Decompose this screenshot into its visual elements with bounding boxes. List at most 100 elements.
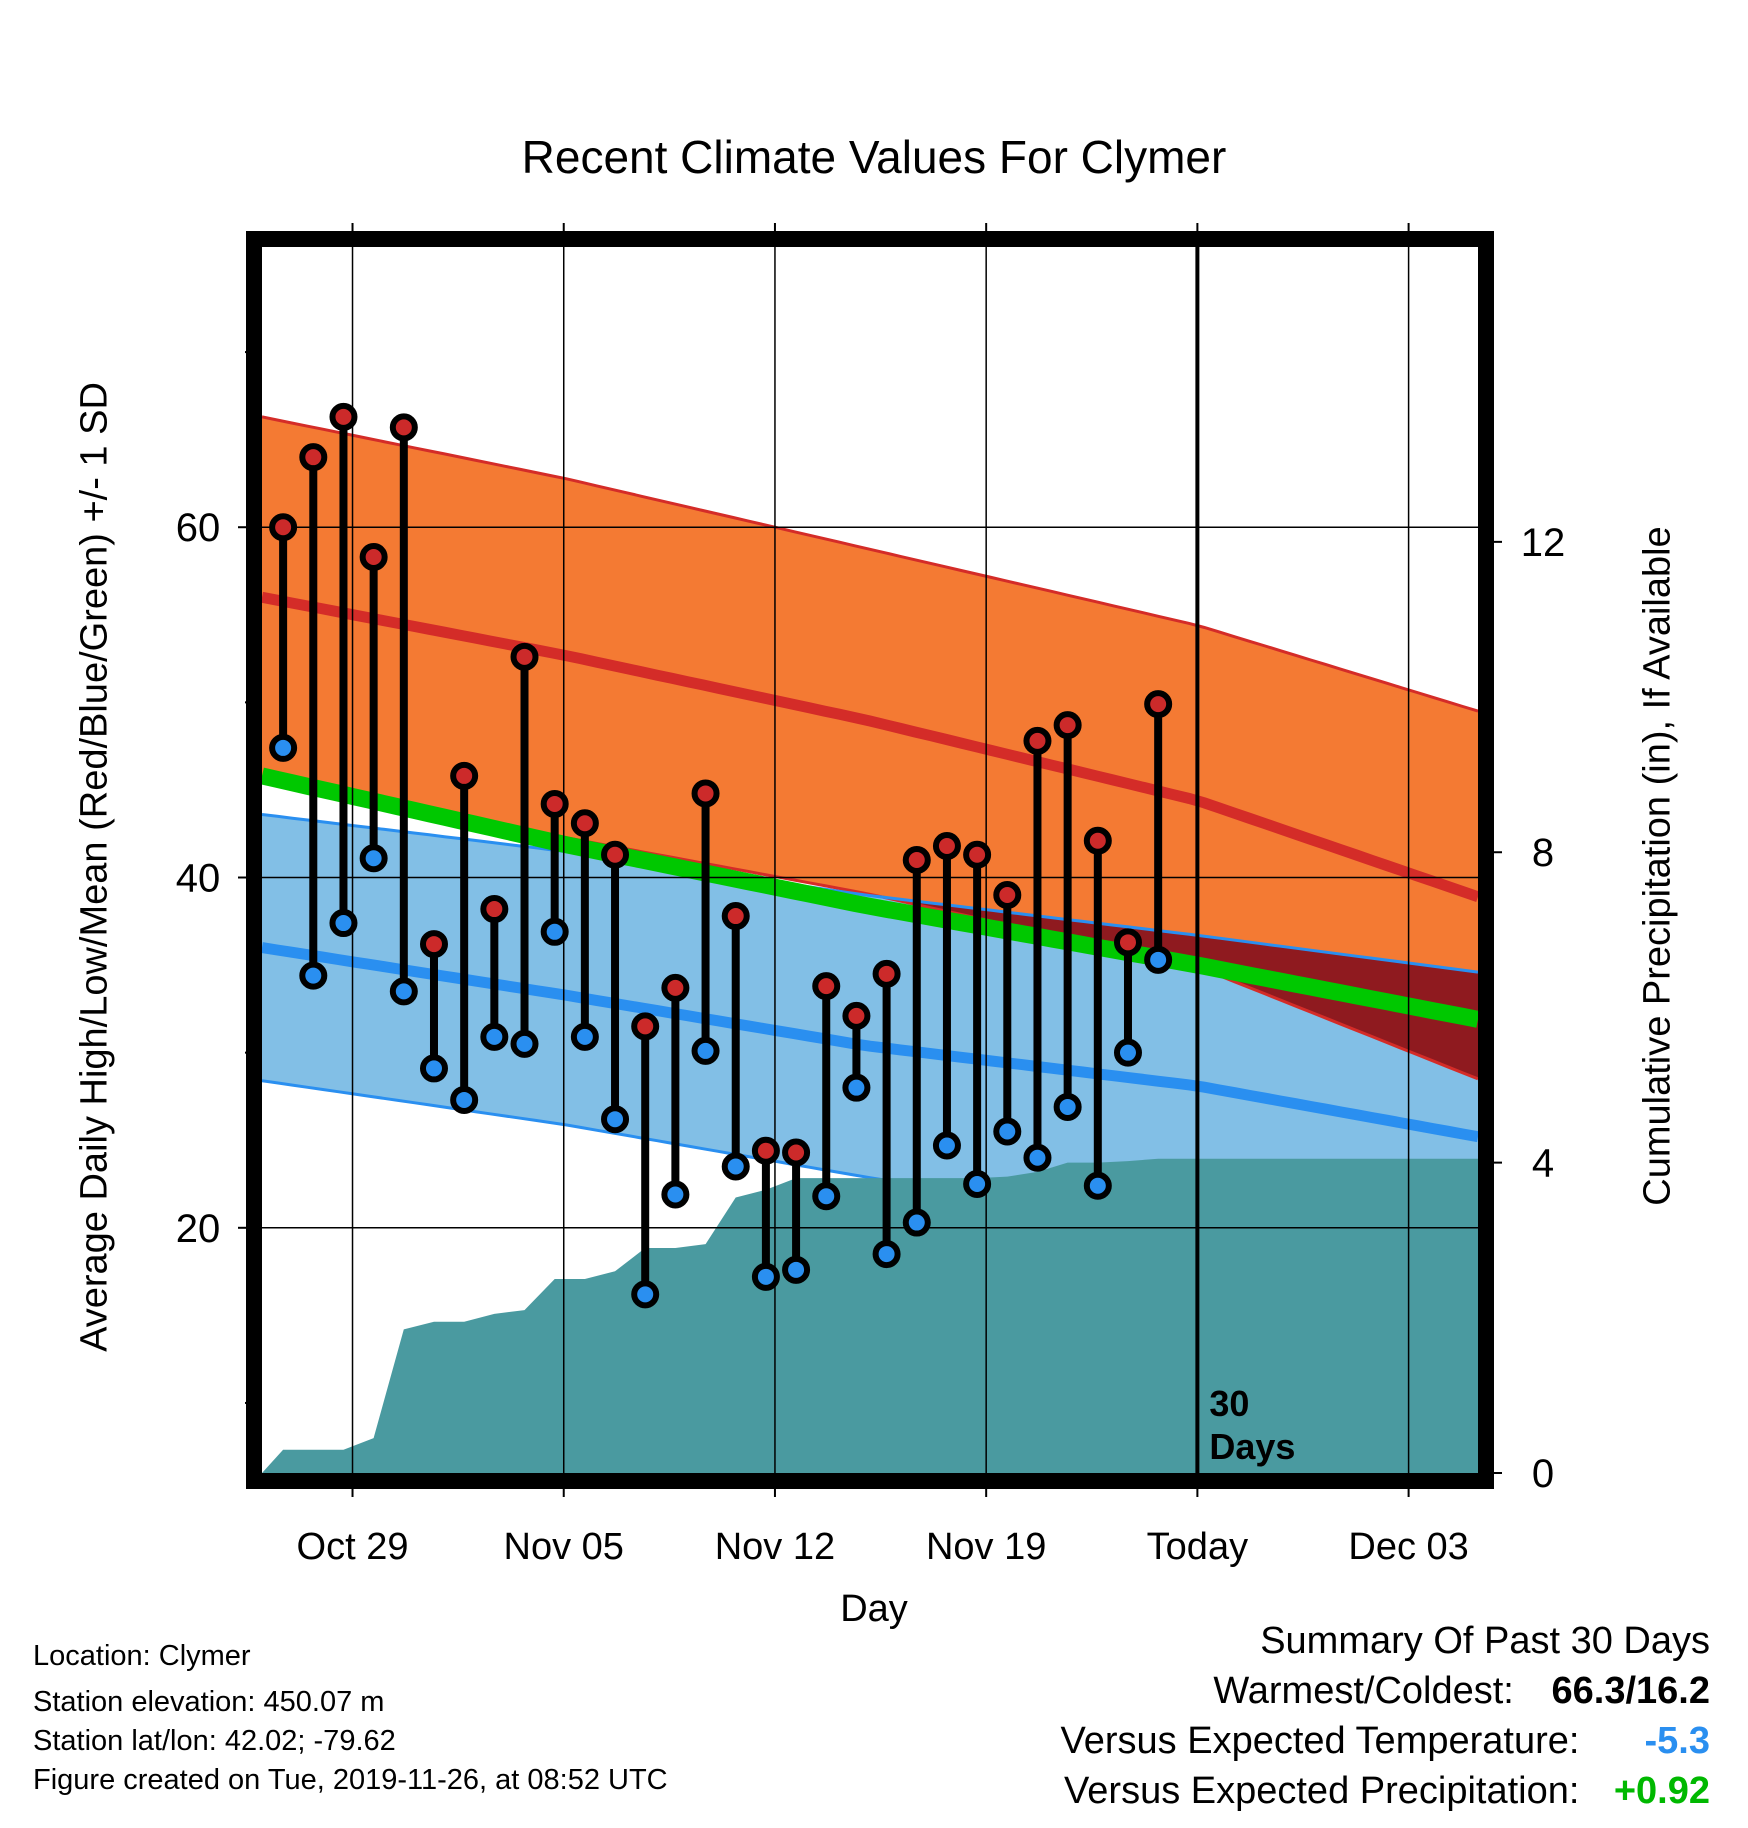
observed-low-dot <box>661 1180 690 1209</box>
observed-low-dot <box>1023 1143 1052 1172</box>
warm-cold-value: 66.3/16.2 <box>1551 1670 1710 1712</box>
observed-high-dot <box>842 1001 871 1030</box>
today-days-label: 30 <box>1209 1383 1249 1424</box>
y-right-tick-label: 8 <box>1532 831 1554 875</box>
observed-high-dot <box>450 761 479 790</box>
y-right-tick-label: 4 <box>1532 1142 1554 1186</box>
x-axis-label: Day <box>840 1588 908 1630</box>
observed-low-dot <box>782 1255 811 1284</box>
location-info: Location: Clymer <box>33 1640 251 1672</box>
y-left-tick-label: 20 <box>176 1207 221 1251</box>
observed-low-dot <box>540 917 569 946</box>
observed-low-dot <box>993 1117 1022 1146</box>
observed-high-dot <box>570 809 599 838</box>
observed-low-dot <box>601 1105 630 1134</box>
observed-low-dot <box>419 1054 448 1083</box>
observed-high-dot <box>1023 726 1052 755</box>
observed-low-dot <box>721 1152 750 1181</box>
x-tick-label: Nov 12 <box>715 1526 835 1568</box>
chart-title: Recent Climate Values For Clymer <box>521 131 1227 183</box>
observed-low-dot <box>1113 1038 1142 1067</box>
normal-high-band <box>262 416 1478 1079</box>
observed-high-dot <box>963 840 992 869</box>
high-upper-edge <box>262 415 1478 713</box>
normal-high-mean-line <box>262 591 1478 903</box>
observed-low-dot <box>842 1073 871 1102</box>
observed-low-dot <box>1144 945 1173 974</box>
observed-low-dot <box>450 1085 479 1114</box>
summary-heading: Summary Of Past 30 Days <box>1260 1620 1710 1662</box>
observed-high-dot <box>932 831 961 860</box>
observed-low-dot <box>751 1262 780 1291</box>
observed-low-dot <box>932 1131 961 1160</box>
observed-high-dot <box>872 959 901 988</box>
temp-label: Versus Expected Temperature: <box>1060 1720 1580 1762</box>
observed-high-dot <box>601 840 630 869</box>
summary-temperature: Versus Expected Temperature: -5.3 <box>1061 1720 1710 1763</box>
observed-high-dot <box>751 1136 780 1165</box>
created-info: Figure created on Tue, 2019-11-26, at 08… <box>33 1764 668 1796</box>
y-axis-left-label: Average Daily High/Low/Mean (Red/Blue/Gr… <box>73 382 116 1352</box>
observed-low-dot <box>299 961 328 990</box>
precip-label: Versus Expected Precipitation: <box>1064 1770 1580 1812</box>
x-tick-label: Dec 03 <box>1348 1526 1468 1568</box>
observed-low-dot <box>963 1170 992 1199</box>
elevation-info: Station elevation: 450.07 m <box>33 1686 385 1718</box>
x-tick-label: Today <box>1147 1526 1248 1568</box>
observed-high-dot <box>299 443 328 472</box>
temp-value: -5.3 <box>1644 1720 1710 1762</box>
observed-high-dot <box>510 642 539 671</box>
observed-high-dot <box>359 543 388 572</box>
y-right-tick-label: 12 <box>1521 521 1566 565</box>
y-left-tick-label: 60 <box>176 506 221 550</box>
observed-low-dot <box>902 1208 931 1237</box>
observed-high-dot <box>1053 711 1082 740</box>
observed-low-dot <box>812 1182 841 1211</box>
observed-low-dot <box>570 1022 599 1051</box>
observed-low-dot <box>872 1240 901 1269</box>
summary-warm-cold: Warmest/Coldest: 66.3/16.2 <box>1213 1670 1710 1713</box>
observed-high-dot <box>1113 928 1142 957</box>
x-tick-label: Nov 19 <box>926 1526 1046 1568</box>
observed-high-dot <box>419 930 448 959</box>
observed-low-dot <box>1083 1171 1112 1200</box>
observed-high-dot <box>1083 826 1112 855</box>
warm-cold-label: Warmest/Coldest: <box>1213 1670 1514 1712</box>
observed-low-dot <box>329 909 358 938</box>
observed-low-dot <box>631 1280 660 1309</box>
latlon-info: Station lat/lon: 42.02; -79.62 <box>33 1725 396 1757</box>
y-left-tick-label: 40 <box>176 857 221 901</box>
observed-low-dot <box>269 733 298 762</box>
precipitation-area <box>262 1158 1478 1473</box>
y-axis-right-label: Cumulative Precipitation (in), If Availa… <box>1636 526 1679 1206</box>
plot-frame <box>246 231 1494 1489</box>
observed-high-dot <box>993 881 1022 910</box>
observed-high-dot <box>661 973 690 1002</box>
observed-high-dot <box>691 779 720 808</box>
x-tick-label: Oct 29 <box>297 1526 409 1568</box>
observed-low-dot <box>1053 1092 1082 1121</box>
observed-high-dot <box>269 513 298 542</box>
observed-low-dot <box>389 977 418 1006</box>
observed-high-dot <box>329 402 358 431</box>
precip-value: +0.92 <box>1613 1770 1710 1812</box>
today-days-label: Days <box>1209 1426 1295 1467</box>
observed-high-dot <box>721 902 750 931</box>
observed-low-dot <box>510 1029 539 1058</box>
observed-high-dot <box>631 1012 660 1041</box>
observed-high-dot <box>1144 690 1173 719</box>
x-tick-label: Nov 05 <box>504 1526 624 1568</box>
observed-low-dot <box>691 1036 720 1065</box>
observed-high-dot <box>902 846 931 874</box>
observed-high-dot <box>480 895 509 924</box>
observed-high-dot <box>812 972 841 1001</box>
observed-low-dot <box>480 1022 509 1051</box>
observed-high-dot <box>389 413 418 442</box>
observed-low-dot <box>359 844 388 873</box>
summary-precipitation: Versus Expected Precipitation: +0.92 <box>1064 1770 1710 1813</box>
observed-high-dot <box>540 789 569 818</box>
observed-high-dot <box>782 1138 811 1167</box>
y-right-tick-label: 0 <box>1532 1452 1554 1496</box>
